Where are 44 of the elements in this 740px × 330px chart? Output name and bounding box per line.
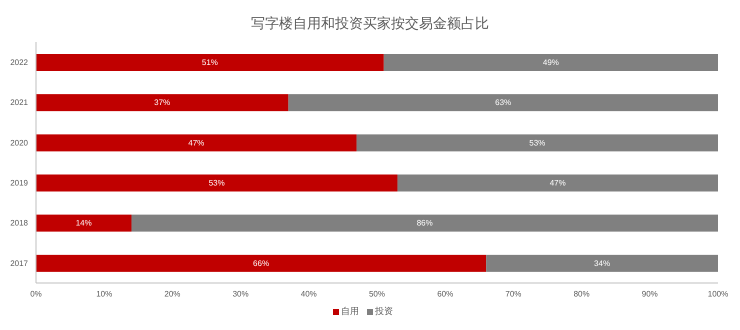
- x-tick-label: 40%: [300, 290, 317, 299]
- bar: [384, 54, 718, 71]
- x-tick-label: 60%: [437, 290, 454, 299]
- y-tick-label: 2022: [10, 58, 29, 67]
- y-tick-label: 2017: [10, 258, 29, 268]
- data-label: 37%: [154, 98, 170, 108]
- bar: [36, 174, 398, 192]
- data-label: 14%: [76, 218, 92, 228]
- x-tick-label: 70%: [505, 290, 522, 299]
- x-tick-label: 10%: [96, 290, 112, 299]
- data-label: 66%: [253, 258, 270, 268]
- data-label: 53%: [208, 178, 225, 188]
- legend-label: 自用: [341, 305, 359, 318]
- x-tick-label: 90%: [642, 290, 658, 299]
- x-tick-label: 50%: [368, 290, 386, 299]
- x-tick-label: 20%: [164, 290, 180, 299]
- bar: [36, 54, 384, 71]
- bar: [36, 94, 288, 112]
- data-label: 49%: [542, 58, 559, 67]
- data-label: 51%: [202, 58, 218, 67]
- chart-title: 写字楼自用和投资买家按交易金额占比: [250, 14, 490, 33]
- x-tick-label: 30%: [232, 290, 249, 299]
- legend-label: 投资: [375, 305, 393, 318]
- bar: [288, 94, 718, 112]
- data-label: 86%: [416, 218, 433, 228]
- bar: [36, 254, 486, 272]
- bar: [36, 134, 357, 152]
- bar: [356, 134, 718, 152]
- x-tick-label: 80%: [574, 290, 590, 299]
- x-tick-label: 100%: [708, 290, 728, 299]
- bar: [486, 254, 718, 272]
- data-label: 47%: [188, 138, 204, 148]
- y-tick-label: 2020: [10, 138, 29, 148]
- bar: [36, 214, 132, 232]
- data-label: 53%: [529, 138, 546, 148]
- bar: [397, 174, 718, 192]
- data-label: 47%: [550, 178, 566, 188]
- y-tick-label: 2018: [10, 218, 29, 228]
- x-tick-label: 0%: [30, 290, 42, 299]
- y-tick-label: 2021: [10, 98, 29, 108]
- data-label: 34%: [594, 258, 610, 268]
- bar: [131, 214, 718, 232]
- data-label: 63%: [495, 98, 512, 108]
- y-tick-label: 2019: [10, 178, 29, 188]
